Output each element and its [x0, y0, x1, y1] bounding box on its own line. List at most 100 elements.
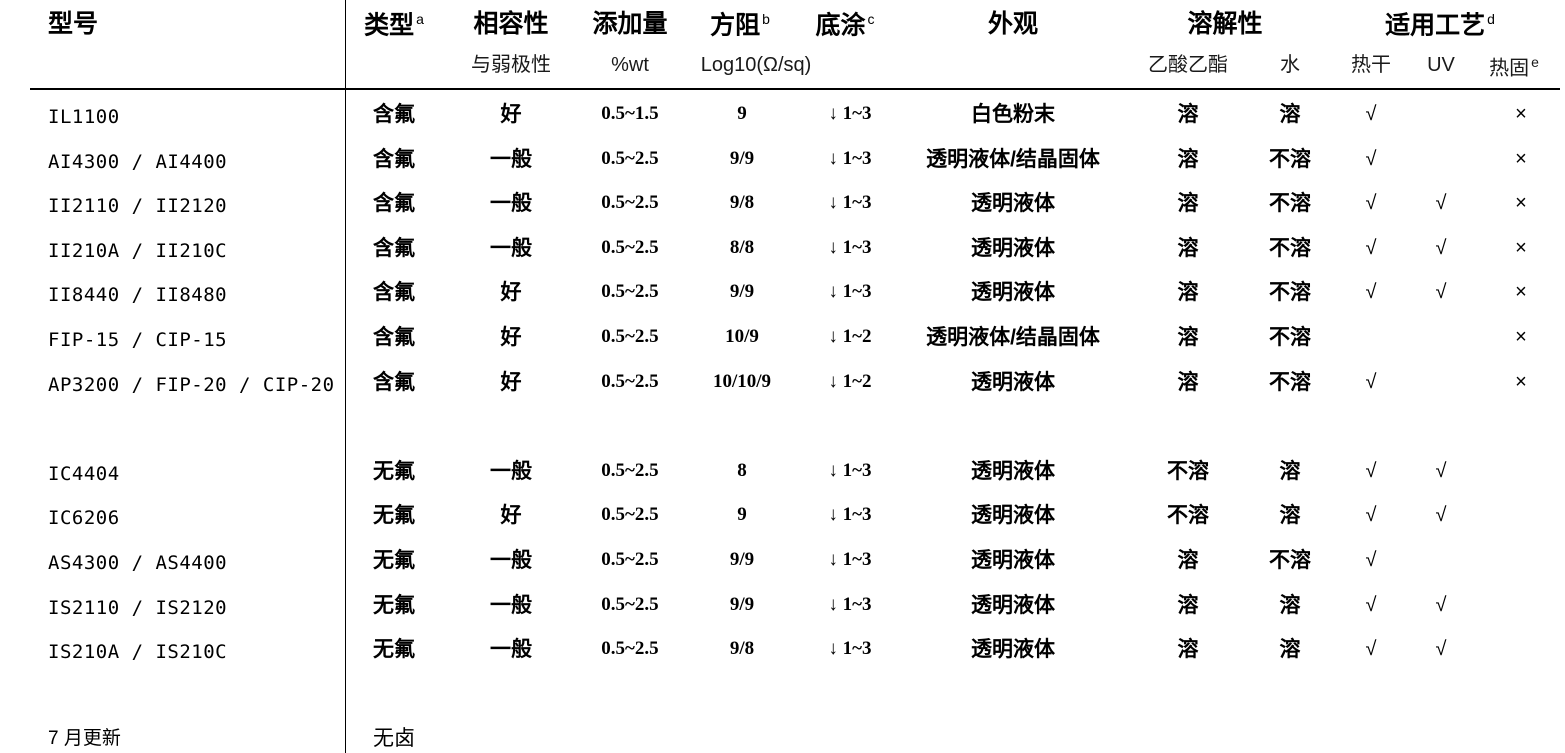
table-cell-sol-water: 不溶: [1269, 147, 1311, 171]
table-cell-sheet-resistance: 9/9: [729, 549, 755, 570]
table-cell-thermal-dry: √: [1365, 370, 1377, 393]
table-row-model: IC6206: [48, 507, 120, 530]
table-cell-sol-water: 不溶: [1269, 236, 1311, 260]
table-cell-thermal-dry: √: [1365, 236, 1377, 259]
table-cell-thermal-dry: √: [1365, 103, 1377, 125]
header-compatibility-label: 相容性: [473, 10, 549, 38]
table-cell-sol-water: 不溶: [1269, 192, 1311, 216]
table-cell-sol-water: 溶: [1279, 459, 1301, 483]
table-cell-sol-ethyl-acetate: 不溶: [1167, 504, 1209, 528]
table-cell-type: 无氟: [373, 549, 415, 572]
header-sheet-resistance-sup: b: [762, 11, 770, 27]
table-cell-sheet-resistance: 9/9: [729, 281, 755, 303]
table-cell-sol-ethyl-acetate: 溶: [1177, 593, 1199, 617]
table-row-model: FIP-15 / CIP-15: [48, 329, 228, 351]
table-cell-appearance: 透明液体: [971, 459, 1055, 483]
table-cell-primer: ↓ 1~3: [828, 549, 872, 570]
table-row-model: II2110 / II2120: [48, 195, 228, 218]
header-type: 类型 a: [364, 12, 424, 38]
header-compatibility: 相容性: [473, 12, 548, 37]
table-cell-primer: ↓ 1~3: [828, 593, 872, 615]
table-row-model: IS2110 / IS2120: [48, 596, 228, 619]
table-cell-compatibility: 一般: [490, 147, 532, 171]
table-cell-thermal-dry: √: [1365, 459, 1377, 482]
header-model-label: 型号: [48, 10, 99, 38]
header-sheet-resistance: 方阻 b: [710, 12, 770, 38]
table-row-model: AS4300 / AS4400: [48, 552, 228, 574]
table-cell-primer: ↓ 1~3: [828, 236, 872, 258]
table-cell-sol-ethyl-acetate: 不溶: [1167, 459, 1209, 483]
table-row-model: II8440 / II8480: [48, 284, 228, 307]
table-cell-sheet-resistance: 9/8: [729, 192, 755, 214]
table-cell-dosage: 0.5~2.5: [601, 147, 659, 169]
table-row-model: AI4300 / AI4400: [48, 150, 228, 173]
table-cell-sol-ethyl-acetate: 溶: [1177, 549, 1199, 572]
table-cell-uv: √: [1435, 459, 1447, 482]
table-cell-appearance: 透明液体: [971, 504, 1055, 528]
header-solubility-label: 溶解性: [1187, 10, 1263, 38]
table-cell-dosage: 0.5~2.5: [601, 326, 659, 347]
table-cell-primer: ↓ 1~2: [828, 370, 872, 392]
header-primer-label: 底涂: [815, 11, 866, 40]
table-cell-dosage: 0.5~2.5: [601, 638, 659, 660]
table-cell-uv: √: [1435, 281, 1447, 304]
table-cell-sol-ethyl-acetate: 溶: [1177, 370, 1199, 394]
table-cell-sol-water: 不溶: [1269, 281, 1311, 305]
vertical-divider: [345, 0, 346, 753]
header-process-thermoset: 热固 e: [1489, 55, 1539, 79]
header-primer-sup: c: [867, 11, 875, 27]
header-appearance: 外观: [988, 12, 1038, 37]
header-dosage-label: 添加量: [592, 10, 668, 38]
header-compatibility-sub: 与弱极性: [471, 54, 551, 76]
table-cell-thermoset: ×: [1515, 326, 1527, 348]
table-cell-appearance: 透明液体: [971, 236, 1055, 260]
header-process: 适用工艺 d: [1385, 12, 1495, 38]
table-cell-sheet-resistance: 9: [737, 103, 747, 124]
table-cell-sheet-resistance: 9: [737, 504, 747, 526]
table-cell-primer: ↓ 1~3: [828, 147, 872, 169]
table-cell-uv: √: [1435, 236, 1447, 259]
table-cell-thermoset: ×: [1515, 147, 1527, 170]
table-cell-thermal-dry: √: [1365, 281, 1377, 304]
table-cell-sol-ethyl-acetate: 溶: [1177, 147, 1199, 171]
table-cell-sheet-resistance: 8: [737, 459, 747, 481]
table-cell-dosage: 0.5~2.5: [601, 459, 659, 481]
table-cell-appearance: 透明液体/结晶固体: [926, 326, 1100, 349]
header-appearance-label: 外观: [987, 10, 1039, 38]
table-cell-type: 含氟: [373, 370, 415, 394]
table-cell-thermal-dry: √: [1365, 147, 1377, 170]
table-cell-thermal-dry: √: [1365, 192, 1377, 215]
table-cell-type: 含氟: [373, 147, 415, 171]
header-primer: 底涂 c: [815, 12, 874, 38]
header-rule: [30, 88, 1560, 90]
table-cell-primer: ↓ 1~3: [828, 638, 872, 660]
table-cell-dosage: 0.5~2.5: [601, 549, 659, 570]
header-process-label: 适用工艺: [1385, 11, 1486, 40]
table-cell-type: 无氟: [373, 638, 415, 662]
table-cell-sol-water: 不溶: [1269, 370, 1311, 394]
table-cell-compatibility: 一般: [490, 192, 532, 216]
table-cell-type: 含氟: [373, 103, 415, 126]
table-cell-type: 含氟: [373, 281, 415, 305]
table-cell-thermoset: ×: [1515, 370, 1527, 393]
table-cell-compatibility: 好: [500, 504, 522, 528]
table-cell-thermoset: ×: [1515, 192, 1527, 215]
table-cell-type: 无氟: [373, 459, 415, 483]
table-cell-primer: ↓ 1~3: [828, 192, 872, 214]
table-cell-compatibility: 一般: [490, 549, 532, 572]
table-cell-compatibility: 好: [500, 281, 522, 305]
table-row-model: II210A / II210C: [48, 239, 228, 262]
table-cell-dosage: 0.5~2.5: [601, 281, 659, 303]
table-cell-appearance: 透明液体: [971, 192, 1055, 216]
table-cell-sol-water: 溶: [1279, 638, 1301, 662]
table-cell-thermal-dry: √: [1365, 549, 1377, 571]
table-cell-thermal-dry: √: [1365, 638, 1377, 661]
footer-update-note: 7 月更新: [48, 728, 121, 749]
header-process-thermal-dry: 热干: [1351, 54, 1391, 76]
table-row-model: IC4404: [48, 462, 120, 485]
table-cell-sol-ethyl-acetate: 溶: [1177, 326, 1199, 349]
table-cell-compatibility: 好: [500, 103, 522, 126]
header-solubility-water: 水: [1280, 54, 1300, 76]
table-cell-sol-ethyl-acetate: 溶: [1177, 103, 1199, 126]
table-row-model: IS210A / IS210C: [48, 641, 228, 664]
